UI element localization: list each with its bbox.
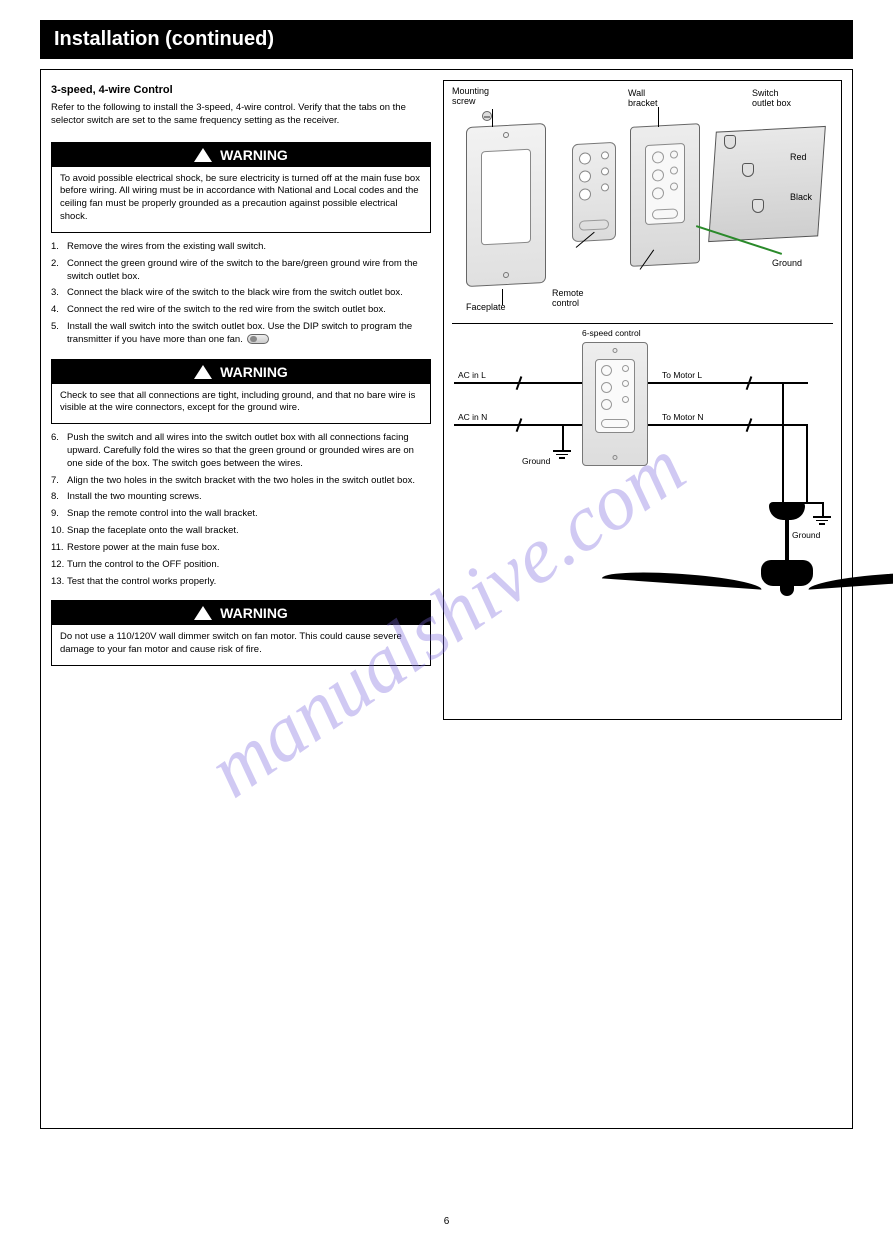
step-num: 5. xyxy=(51,321,67,347)
step-text: Connect the black wire of the switch to … xyxy=(67,287,431,300)
warning-box-2: WARNING Check to see that all connection… xyxy=(51,359,431,425)
wire-nut-icon xyxy=(724,135,736,149)
left-column: 3-speed, 4-wire Control Refer to the fol… xyxy=(51,80,431,1118)
remote-shape xyxy=(572,142,616,242)
intro-paragraph: Refer to the following to install the 3-… xyxy=(51,102,431,128)
step-num: 11. xyxy=(51,542,67,555)
step-text: Snap the faceplate onto the wall bracket… xyxy=(67,525,431,538)
step-num: 6. xyxy=(51,432,67,470)
dip-switch-icon xyxy=(247,334,269,344)
section-title: 3-speed, 4-wire Control xyxy=(51,84,431,96)
bracket-pad xyxy=(645,143,685,225)
warning-head-text-1: WARNING xyxy=(220,147,288,163)
wall-switch-shape xyxy=(582,342,648,466)
step-num: 10. xyxy=(51,525,67,538)
step-text: Push the switch and all wires into the s… xyxy=(67,432,431,470)
step-text: Restore power at the main fuse box. xyxy=(67,542,431,555)
step-num: 2. xyxy=(51,258,67,284)
step-num: 7. xyxy=(51,475,67,488)
step-num: 13. xyxy=(51,576,67,589)
figure-panel: Mounting screw Wall bracket Switch outle… xyxy=(443,80,842,720)
wire-nut-icon xyxy=(752,199,764,213)
step-num: 8. xyxy=(51,491,67,504)
step-text: Connect the red wire of the switch to th… xyxy=(67,304,431,317)
step-num: 3. xyxy=(51,287,67,300)
step-list-2: 6.Push the switch and all wires into the… xyxy=(51,432,431,592)
warning-header-1: WARNING xyxy=(52,143,430,167)
warning-triangle-icon xyxy=(194,365,212,379)
figure-wiring-diagram: 6-speed control AC in L AC in N xyxy=(452,324,833,711)
warning-head-text-2: WARNING xyxy=(220,364,288,380)
screw-shape xyxy=(482,111,492,121)
warning-head-text-3: WARNING xyxy=(220,605,288,621)
step-text: Align the two holes in the switch bracke… xyxy=(67,475,431,488)
label-ac-in-n: AC in N xyxy=(458,412,487,422)
label-red: Red xyxy=(790,153,807,163)
label-faceplate: Faceplate xyxy=(466,303,506,313)
step-text: Connect the green ground wire of the swi… xyxy=(67,258,431,284)
wire-nut-icon xyxy=(742,163,754,177)
warning-body-1: To avoid possible electrical shock, be s… xyxy=(52,167,430,232)
warning-box-1: WARNING To avoid possible electrical sho… xyxy=(51,142,431,233)
step-num: 1. xyxy=(51,241,67,254)
label-ground-left: Ground xyxy=(522,456,550,466)
step-list-1: 1.Remove the wires from the existing wal… xyxy=(51,241,431,351)
label-black: Black xyxy=(790,193,812,203)
page-header: Installation (continued) xyxy=(40,20,853,59)
label-to-motor-n: To Motor N xyxy=(662,412,704,422)
label-to-motor-l: To Motor L xyxy=(662,370,702,380)
warning-header-2: WARNING xyxy=(52,360,430,384)
step-text: Test that the control works properly. xyxy=(67,576,431,589)
step-num: 12. xyxy=(51,559,67,572)
faceplate-shape xyxy=(466,123,546,287)
step-text: Install the two mounting screws. xyxy=(67,491,431,504)
step-text: Install the wall switch into the switch … xyxy=(67,321,431,347)
figure-exploded-view: Mounting screw Wall bracket Switch outle… xyxy=(452,89,833,324)
page-number: 6 xyxy=(0,1216,893,1227)
step-text: Remove the wires from the existing wall … xyxy=(67,241,431,254)
main-content: 3-speed, 4-wire Control Refer to the fol… xyxy=(40,69,853,1129)
step-text: Snap the remote control into the wall br… xyxy=(67,508,431,521)
label-ground: Ground xyxy=(772,259,802,269)
warning-body-2: Check to see that all connections are ti… xyxy=(52,384,430,424)
warning-body-3: Do not use a 110/120V wall dimmer switch… xyxy=(52,625,430,665)
warning-triangle-icon xyxy=(194,606,212,620)
label-switch-outlet-box: Switch outlet box xyxy=(752,89,791,109)
step-num: 4. xyxy=(51,304,67,317)
label-ac-in-l: AC in L xyxy=(458,370,486,380)
label-mounting-screw: Mounting screw xyxy=(452,87,489,107)
label-6spd-control: 6-speed control xyxy=(582,328,641,338)
label-wall-bracket: Wall bracket xyxy=(628,89,658,109)
warning-triangle-icon xyxy=(194,148,212,162)
step-text: Turn the control to the OFF position. xyxy=(67,559,431,572)
ceiling-fan-icon xyxy=(752,502,822,596)
warning-header-3: WARNING xyxy=(52,601,430,625)
wall-bracket-shape xyxy=(630,123,700,267)
step-num: 9. xyxy=(51,508,67,521)
label-remote-control: Remote control xyxy=(552,289,584,309)
warning-box-3: WARNING Do not use a 110/120V wall dimme… xyxy=(51,600,431,666)
